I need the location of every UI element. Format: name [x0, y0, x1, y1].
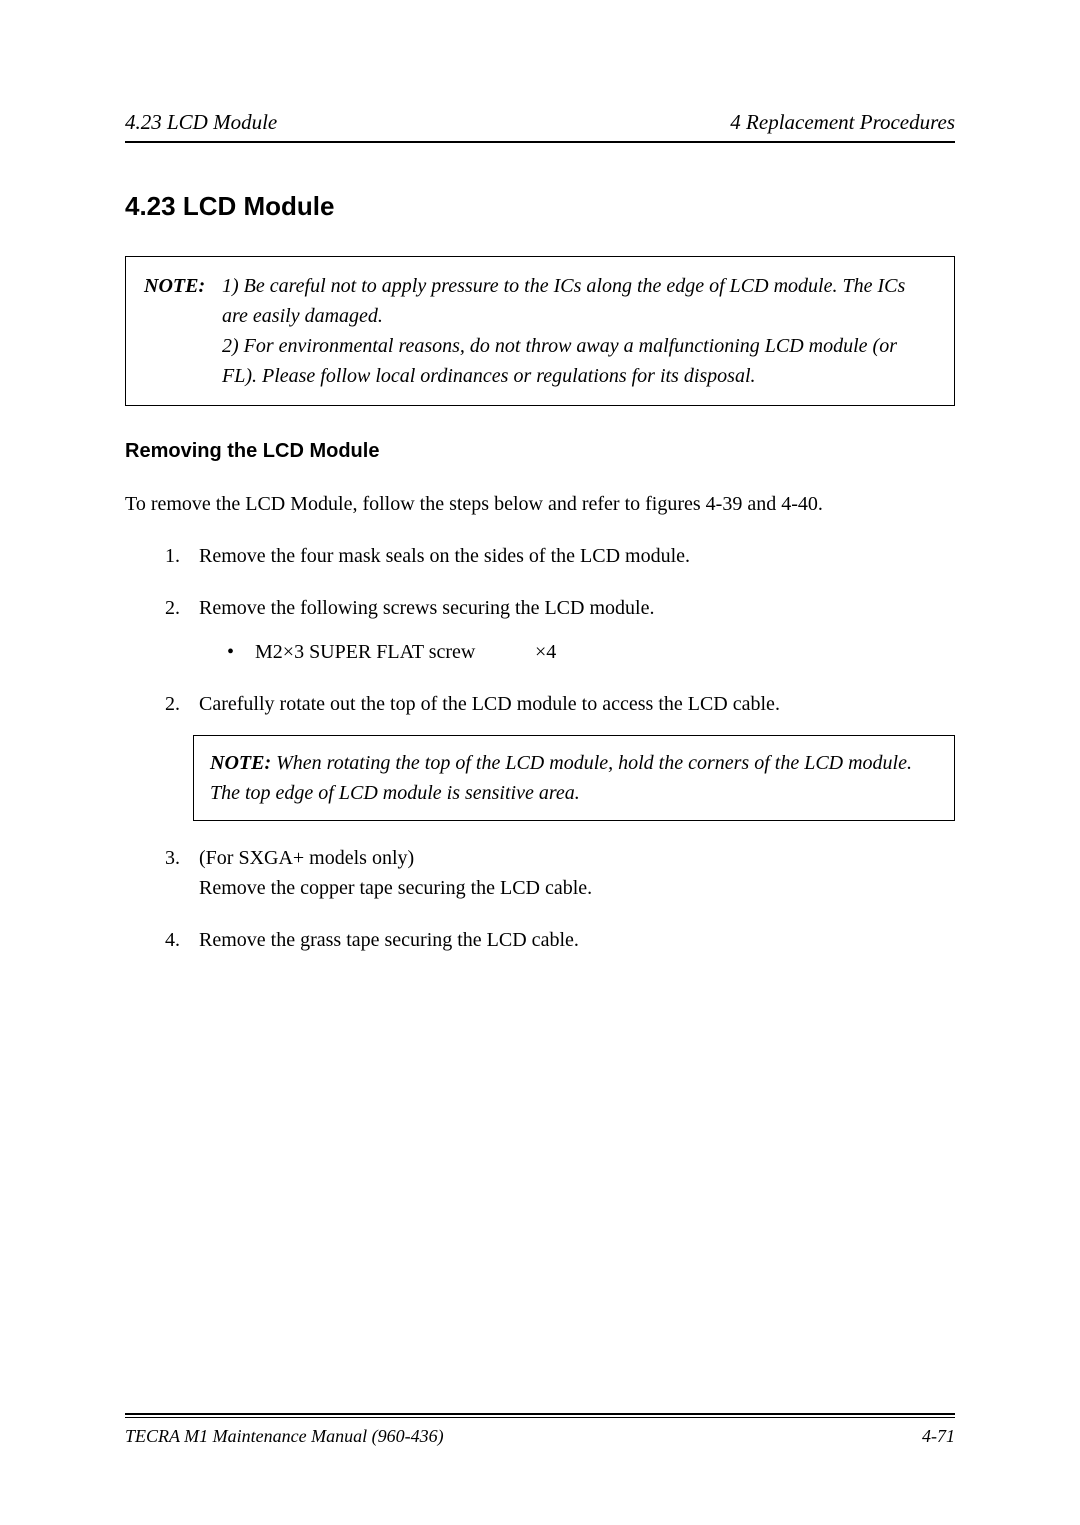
header-right: 4 Replacement Procedures — [730, 110, 955, 135]
step-item: 3. (For SXGA+ models only) Remove the co… — [165, 843, 955, 903]
note-box-main: NOTE: 1) Be careful not to apply pressur… — [125, 256, 955, 406]
step-text-a: (For SXGA+ models only) — [199, 847, 414, 869]
step-list: 1. Remove the four mask seals on the sid… — [125, 541, 955, 955]
step-item: 1. Remove the four mask seals on the sid… — [165, 541, 955, 571]
screw-spec: M2×3 SUPER FLAT screw — [255, 637, 535, 667]
bullet-list: M2×3 SUPER FLAT screw ×4 — [199, 637, 955, 667]
section-title: 4.23 LCD Module — [125, 191, 955, 222]
running-header: 4.23 LCD Module 4 Replacement Procedures — [125, 110, 955, 143]
note-label: NOTE: — [210, 752, 271, 774]
step-number: 4. — [165, 925, 180, 955]
step-number: 1. — [165, 541, 180, 571]
step-item: 2. Carefully rotate out the top of the L… — [165, 689, 955, 821]
step-text: Remove the grass tape securing the LCD c… — [199, 929, 579, 951]
header-left: 4.23 LCD Module — [125, 110, 277, 135]
subheading: Removing the LCD Module — [125, 440, 955, 463]
step-text-b: Remove the copper tape securing the LCD … — [199, 877, 592, 899]
step-item: 4. Remove the grass tape securing the LC… — [165, 925, 955, 955]
footer-left: TECRA M1 Maintenance Manual (960-436) — [125, 1426, 444, 1447]
screw-qty: ×4 — [535, 637, 556, 667]
step-number: 3. — [165, 843, 180, 873]
step-item: 2. Remove the following screws securing … — [165, 593, 955, 667]
running-footer: TECRA M1 Maintenance Manual (960-436) 4-… — [125, 1413, 955, 1447]
intro-paragraph: To remove the LCD Module, follow the ste… — [125, 489, 955, 519]
footer-rule — [125, 1413, 955, 1418]
step-text: Remove the four mask seals on the sides … — [199, 545, 690, 567]
note-box-inner: NOTE: When rotating the top of the LCD m… — [193, 735, 955, 821]
inner-note-text: When rotating the top of the LCD module,… — [210, 752, 912, 804]
step-number: 2. — [165, 593, 180, 623]
note-line-1: 1) Be careful not to apply pressure to t… — [222, 271, 936, 331]
note-line-2: 2) For environmental reasons, do not thr… — [222, 331, 936, 391]
note-label: NOTE: — [144, 275, 205, 297]
footer-right: 4-71 — [922, 1426, 955, 1447]
step-text: Carefully rotate out the top of the LCD … — [199, 693, 780, 715]
step-number: 2. — [165, 689, 180, 719]
bullet-item: M2×3 SUPER FLAT screw ×4 — [227, 637, 955, 667]
step-text: Remove the following screws securing the… — [199, 597, 654, 619]
